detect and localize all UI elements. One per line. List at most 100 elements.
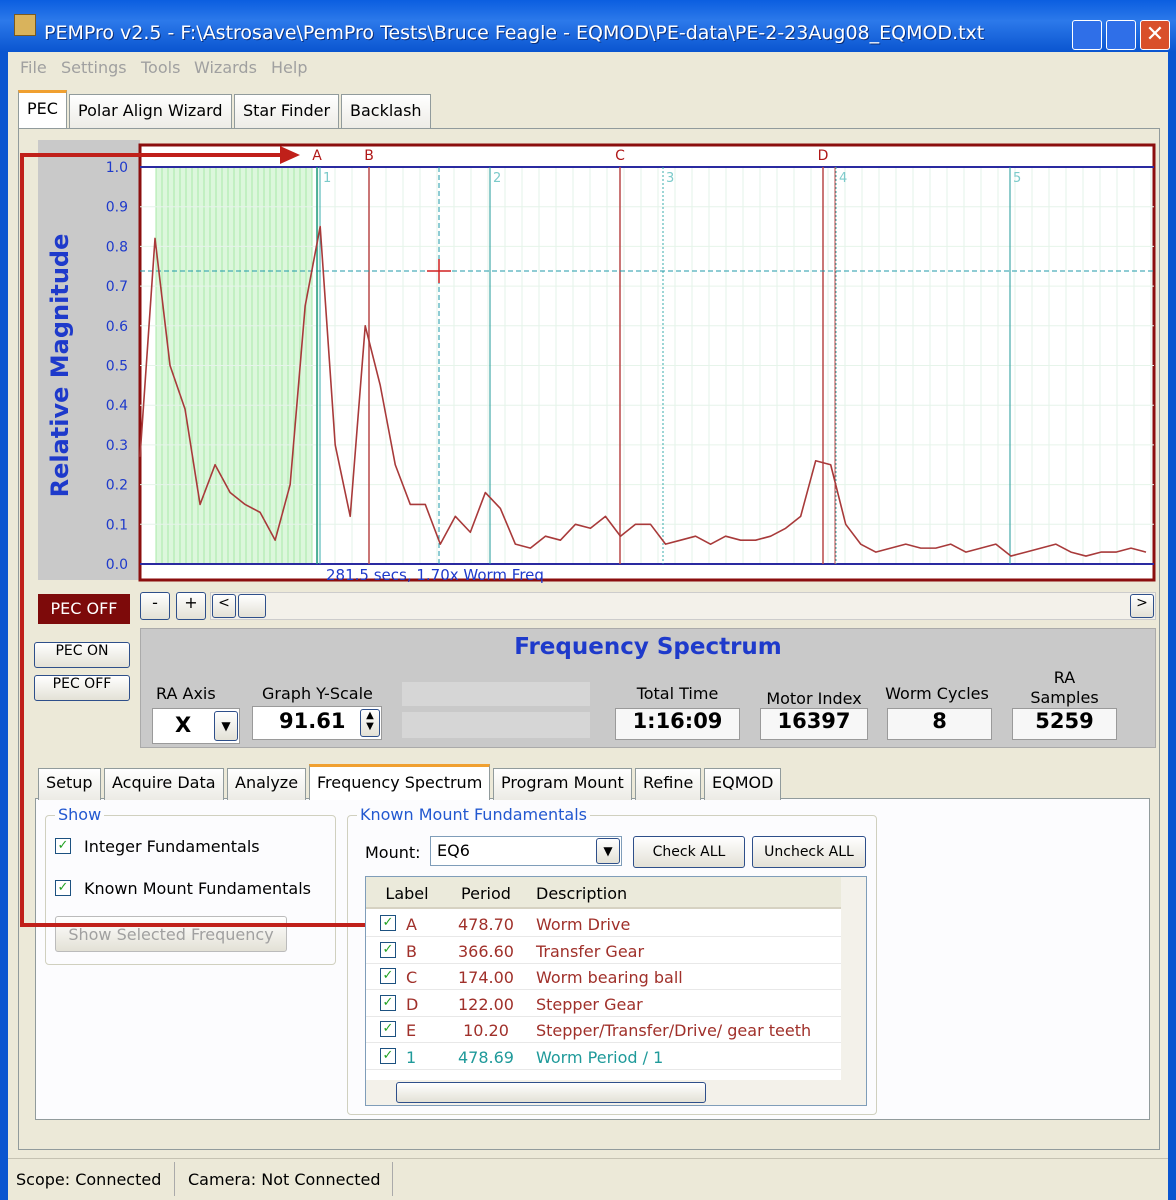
spinner[interactable]: ▲ ▼ bbox=[360, 709, 380, 737]
row-label: C bbox=[406, 968, 418, 987]
row-description: Worm Drive bbox=[536, 915, 631, 934]
row-line bbox=[366, 989, 841, 990]
menu-item[interactable]: File bbox=[20, 58, 47, 77]
fundamentals-table: Label Period Description ✓ A 478.70 Worm Driv… bbox=[365, 876, 867, 1106]
mount-select[interactable]: EQ6 bbox=[430, 836, 622, 866]
title-bar bbox=[0, 0, 1176, 52]
spectrum-plot: 0.0 0.1 0.2 0.3 0.4 0.5 0.6 0.7 0.8 0.9 1.0 Relativ… bbox=[38, 140, 1156, 584]
scrollbar[interactable] bbox=[210, 592, 1156, 620]
tab[interactable]: Backlash bbox=[341, 94, 431, 130]
tab[interactable]: Setup bbox=[38, 768, 101, 800]
uncheck-all-button[interactable]: Uncheck ALL bbox=[752, 836, 866, 868]
bottom-tabs: Setup Acquire Data Analyze Frequency Spectr… bbox=[38, 764, 838, 800]
y-tick-label: 0.6 bbox=[106, 319, 128, 335]
maximize-button[interactable] bbox=[1106, 20, 1136, 50]
label: Total Time bbox=[636, 684, 719, 703]
row-period: 366.60 bbox=[458, 941, 514, 961]
tab[interactable]: Analyze bbox=[227, 768, 307, 800]
checkbox[interactable]: ✓ bbox=[380, 941, 396, 958]
label: Graph Y-Scale bbox=[262, 684, 373, 703]
tab[interactable]: PEC bbox=[18, 90, 67, 130]
dropdown-arrow[interactable]: ▼ bbox=[214, 711, 238, 741]
y-tick-label: 1.0 bbox=[106, 160, 128, 176]
y-tick-label: 0.7 bbox=[106, 279, 128, 295]
minimize-button[interactable] bbox=[1072, 20, 1102, 50]
check-all-button[interactable]: Check ALL bbox=[633, 836, 745, 868]
checkbox[interactable]: ✓ bbox=[55, 880, 71, 896]
scroll-left[interactable]: < bbox=[212, 594, 236, 618]
group-title: Known Mount Fundamentals bbox=[357, 805, 590, 824]
row-period: 122.00 bbox=[458, 994, 514, 1014]
tab[interactable]: Star Finder bbox=[234, 94, 340, 130]
row-line bbox=[366, 962, 841, 964]
checkbox[interactable]: ✓ bbox=[55, 838, 71, 854]
checkbox[interactable]: ✓ bbox=[380, 994, 396, 1011]
label: RA Axis bbox=[156, 684, 216, 703]
row-line bbox=[366, 1015, 841, 1017]
checkbox-label: Known Mount Fundamentals bbox=[84, 879, 311, 898]
tab[interactable]: EQMOD bbox=[704, 768, 782, 800]
group-title: Show bbox=[55, 805, 105, 824]
frame-right bbox=[1168, 52, 1176, 1200]
row-period: 478.70 bbox=[458, 915, 514, 934]
h-scroll-thumb[interactable] bbox=[396, 1082, 706, 1103]
scroll-right[interactable]: > bbox=[1130, 594, 1154, 618]
label: Mount: bbox=[365, 843, 421, 862]
y-tick-label: 0.0 bbox=[106, 557, 128, 573]
y-tick-label: 0.2 bbox=[106, 478, 128, 494]
menu-item[interactable]: Wizards bbox=[194, 58, 257, 77]
y-tick-label: 0.5 bbox=[106, 359, 128, 375]
zoom-in-button[interactable]: + bbox=[176, 592, 206, 620]
row-description: Worm Period / 1 bbox=[536, 1047, 664, 1067]
scroll-thumb[interactable] bbox=[238, 594, 266, 618]
integer-label: 3 bbox=[666, 171, 674, 186]
tab[interactable]: Program Mount bbox=[493, 768, 632, 800]
status-bar bbox=[8, 1158, 1168, 1200]
zoom-out-button[interactable]: - bbox=[140, 592, 170, 620]
tab[interactable]: Frequency Spectrum bbox=[309, 764, 491, 800]
divider bbox=[392, 1162, 393, 1196]
blank-field bbox=[402, 682, 590, 706]
blank-field bbox=[402, 712, 590, 738]
v-scrollbar[interactable] bbox=[841, 877, 866, 1082]
menu-item[interactable]: Tools bbox=[141, 58, 181, 77]
pec-on-button[interactable]: PEC ON bbox=[34, 642, 130, 668]
integer-label: 1 bbox=[323, 171, 331, 186]
status-text: Scope: Connected bbox=[16, 1170, 162, 1189]
menu-item[interactable]: Help bbox=[271, 58, 308, 77]
row-description: Transfer Gear bbox=[536, 941, 645, 961]
row-line bbox=[366, 936, 841, 937]
table-header: Label Period Description bbox=[366, 877, 841, 909]
label: Samples bbox=[1030, 688, 1099, 707]
menu-item[interactable]: Settings bbox=[61, 58, 127, 77]
row-description: Worm bearing ball bbox=[536, 968, 683, 987]
marker-label: D bbox=[818, 148, 829, 164]
divider bbox=[174, 1162, 175, 1196]
dropdown-arrow[interactable]: ▼ bbox=[596, 838, 620, 864]
row-label: B bbox=[406, 941, 417, 961]
worm-cycles: 8 bbox=[887, 708, 992, 740]
tab[interactable]: Acquire Data bbox=[104, 768, 224, 800]
known-group bbox=[347, 815, 877, 1115]
pec-status: PEC OFF bbox=[38, 594, 130, 624]
checkbox[interactable]: ✓ bbox=[380, 1047, 396, 1064]
tab[interactable]: Polar Align Wizard bbox=[69, 94, 232, 130]
column-header: Description bbox=[536, 884, 628, 903]
label: Worm Cycles bbox=[885, 684, 989, 703]
checkbox[interactable]: ✓ bbox=[380, 968, 396, 984]
integer-label: 2 bbox=[493, 171, 501, 186]
close-button[interactable]: ✕ bbox=[1140, 20, 1170, 50]
row-label: D bbox=[406, 994, 419, 1014]
app-icon bbox=[14, 14, 36, 36]
integer-label: 5 bbox=[1013, 171, 1021, 186]
tab[interactable]: Refine bbox=[635, 768, 702, 800]
cursor-cross bbox=[427, 259, 451, 283]
pec-off-button[interactable]: PEC OFF bbox=[34, 675, 130, 701]
show-selected-button[interactable]: Show Selected Frequency bbox=[55, 916, 287, 952]
table-body: ✓ A 478.70 Worm Drive ✓ B 366.60 Transfer Gear ✓… bbox=[366, 911, 841, 1081]
window-title: PEMPro v2.5 - F:\Astrosave\PemPro Tests\… bbox=[44, 22, 985, 44]
checkbox[interactable]: ✓ bbox=[380, 1021, 396, 1037]
checkbox[interactable]: ✓ bbox=[380, 915, 396, 931]
row-period: 174.00 bbox=[458, 968, 514, 987]
